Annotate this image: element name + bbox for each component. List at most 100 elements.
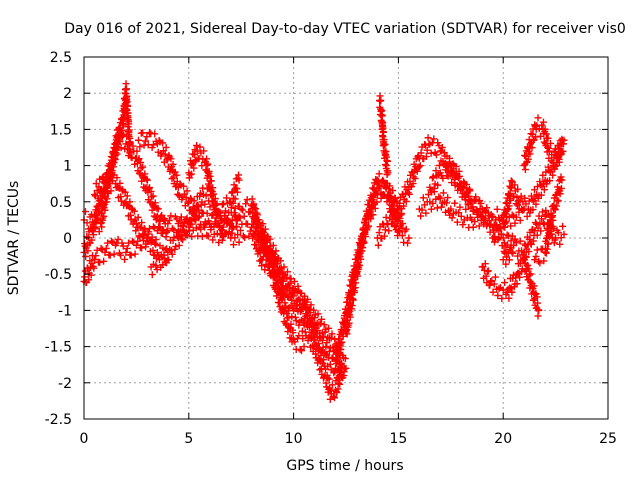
data-point [301,328,309,336]
data-point [483,204,491,212]
data-point [330,394,338,402]
data-point [371,190,379,198]
data-point [378,234,386,242]
data-point [163,228,171,236]
data-point [140,141,148,149]
data-point [336,350,344,358]
data-point [482,208,490,216]
data-point [533,231,541,239]
data-point [516,198,524,206]
data-point [159,244,167,252]
data-point [530,186,538,194]
data-point [95,209,103,217]
data-point [183,231,191,239]
data-point [90,211,98,219]
data-point [181,202,189,210]
y-tick-label: 2.5 [50,50,72,66]
data-point [432,195,440,203]
data-point [346,293,354,301]
data-point [559,147,567,155]
data-point [160,254,168,262]
data-point [135,136,142,144]
data-point [91,212,99,220]
data-point [100,212,108,220]
data-point [161,258,169,266]
data-point [450,161,458,169]
data-point [203,161,211,169]
data-point [454,182,462,190]
data-point [438,144,446,151]
data-point [499,256,507,264]
data-point [203,155,211,163]
data-point [124,145,132,153]
data-point [489,288,497,296]
data-point [396,193,404,201]
data-point [126,198,134,206]
data-point [298,304,306,312]
data-point [170,226,178,234]
data-point [218,227,226,235]
data-point [496,216,504,224]
data-point [446,211,454,219]
data-point [311,336,319,344]
data-point [124,102,132,110]
data-point [115,249,123,257]
data-point [347,300,355,308]
data-point [188,170,196,178]
data-point [338,330,346,338]
data-point [113,239,121,247]
data-point [151,130,159,138]
data-point [123,92,131,100]
data-point [173,232,181,240]
data-point [257,243,265,251]
data-point [354,254,362,262]
data-point [330,369,338,377]
data-point [445,158,453,166]
data-point [296,297,304,305]
data-point [502,218,510,226]
data-point [125,239,133,247]
data-point [222,216,230,224]
data-point [264,253,272,261]
data-point [402,190,410,198]
data-point [183,214,191,222]
data-point [345,311,353,319]
data-point [307,316,315,324]
data-point [249,209,257,217]
data-point [471,218,479,226]
data-point [98,223,106,231]
data-point [201,218,209,226]
data-point [444,194,452,202]
data-point [390,201,398,209]
data-point [343,316,351,324]
data-point [334,374,342,382]
data-point [206,203,214,211]
data-point [93,203,101,211]
data-point [194,232,202,240]
data-point [348,302,356,310]
data-point [276,299,284,307]
data-point [390,222,398,230]
data-point [337,328,345,336]
data-point [156,217,164,225]
data-point [196,189,204,197]
data-point [174,183,182,191]
grid [84,57,608,419]
data-point [126,138,134,146]
data-point [409,180,417,188]
x-tick-label: 10 [285,431,303,447]
data-point [353,268,361,276]
data-point [374,241,382,249]
data-point [510,283,518,291]
data-point [559,140,567,148]
axis-ticks: 0 5 10 15 20 25 2.5 2 1.5 1 0.5 0 -0.5 -1 -1.5 -2 -2.5 [45,50,617,447]
data-point [383,157,391,165]
data-point [417,212,425,220]
y-tick-label: 0.5 [50,195,72,211]
data-point [546,177,554,185]
data-point [221,207,229,215]
data-point [320,356,328,364]
data-point [528,195,536,203]
data-point [390,213,398,221]
data-point [558,176,566,184]
